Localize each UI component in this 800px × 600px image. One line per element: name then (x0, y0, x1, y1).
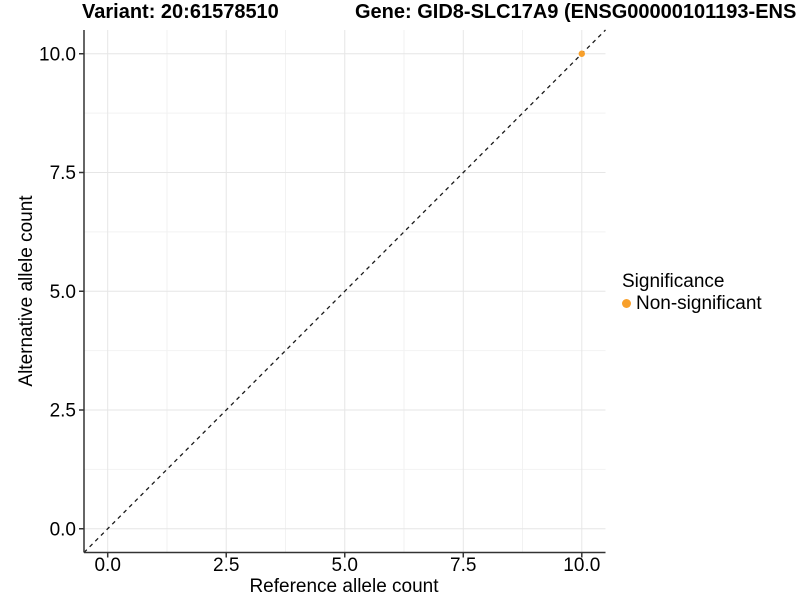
y-tick-label: 0.0 (50, 519, 76, 540)
legend: Significance Non-significant (622, 271, 762, 314)
plot-title-gene: Gene: GID8-SLC17A9 (ENSG00000101193-ENS (355, 1, 797, 23)
y-axis-title: Alternative allele count (16, 195, 37, 387)
x-tick-label: 5.0 (332, 555, 358, 576)
x-tick-label: 0.0 (94, 555, 120, 576)
legend-item-non-significant: Non-significant (622, 293, 762, 314)
legend-title: Significance (622, 271, 725, 292)
legend-item-label: Non-significant (636, 293, 762, 314)
plot-title-variant: Variant: 20:61578510 (82, 1, 279, 23)
x-tick-label: 2.5 (213, 555, 239, 576)
y-tick-label: 10.0 (39, 44, 76, 65)
identity-dashed-line (83, 29, 606, 553)
y-tick-label: 5.0 (50, 282, 76, 303)
x-axis-title: Reference allele count (249, 576, 439, 597)
legend-point-icon (622, 299, 631, 308)
x-tick-label: 7.5 (450, 555, 476, 576)
x-tick-label: 10.0 (563, 555, 600, 576)
y-tick-label: 7.5 (50, 163, 76, 184)
data-point (578, 50, 585, 57)
y-tick-label: 2.5 (50, 401, 76, 422)
